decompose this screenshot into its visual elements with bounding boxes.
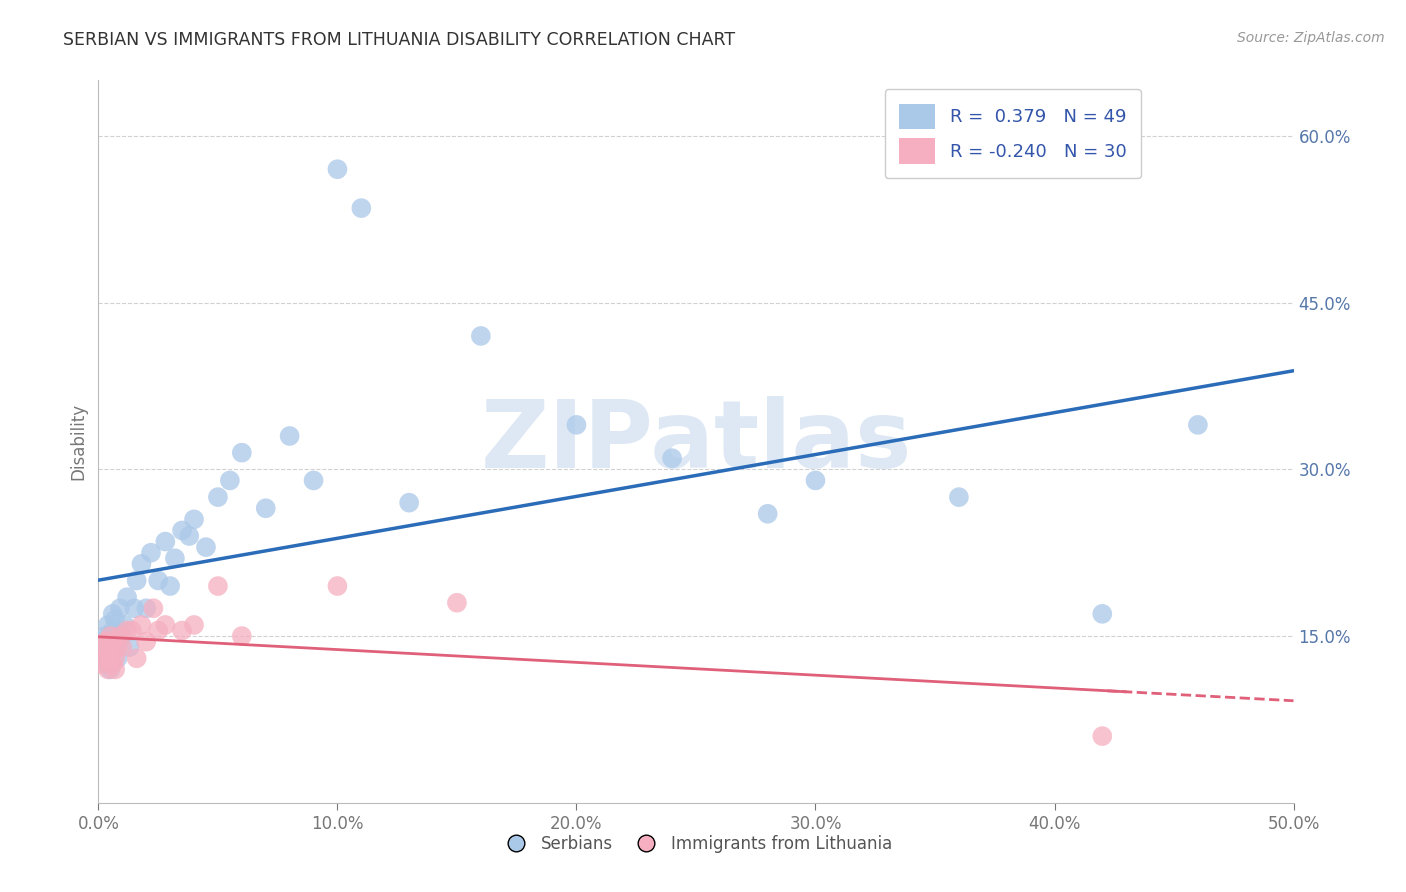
Point [91, 651, 114, 665]
Point [125, 651, 148, 665]
Point [470, 329, 492, 343]
Point [94, 651, 117, 665]
Point [278, 429, 301, 443]
Point [115, 624, 138, 638]
Point [661, 451, 683, 466]
Point [756, 507, 779, 521]
Text: SERBIAN VS IMMIGRANTS FROM LITHUANIA DISABILITY CORRELATION CHART: SERBIAN VS IMMIGRANTS FROM LITHUANIA DIS… [63, 31, 735, 49]
Point [135, 634, 157, 648]
Point [1091, 729, 1114, 743]
Point [104, 651, 127, 665]
Legend: Serbians, Immigrants from Lithuania: Serbians, Immigrants from Lithuania [492, 828, 900, 860]
Point [326, 162, 349, 177]
Point [104, 662, 127, 676]
Point [101, 634, 124, 648]
Point [207, 490, 229, 504]
Point [804, 474, 827, 488]
Point [231, 445, 253, 459]
Point [163, 551, 186, 566]
Point [148, 574, 170, 588]
Point [115, 590, 138, 604]
Y-axis label: Disability: Disability [69, 403, 87, 480]
Point [107, 624, 129, 638]
Point [207, 579, 229, 593]
Point [219, 474, 242, 488]
Point [948, 490, 970, 504]
Point [155, 534, 177, 549]
Point [183, 618, 205, 632]
Point [90, 657, 112, 671]
Point [101, 657, 124, 671]
Point [107, 651, 129, 665]
Point [91, 640, 114, 655]
Point [1091, 607, 1114, 621]
Point [94, 634, 117, 648]
Point [121, 624, 143, 638]
Point [90, 634, 112, 648]
Point [98, 629, 122, 643]
Point [172, 524, 194, 538]
Point [195, 540, 218, 554]
Point [94, 629, 117, 643]
Point [131, 618, 153, 632]
Point [94, 657, 117, 671]
Point [183, 512, 205, 526]
Point [101, 607, 124, 621]
Point [108, 629, 131, 643]
Text: ZIPatlas: ZIPatlas [481, 395, 911, 488]
Point [97, 662, 120, 676]
Point [114, 618, 136, 632]
Point [104, 612, 127, 626]
Point [302, 474, 325, 488]
Point [159, 579, 181, 593]
Point [142, 601, 165, 615]
Point [179, 529, 201, 543]
Point [148, 624, 170, 638]
Point [1187, 417, 1209, 432]
Point [108, 601, 131, 615]
Point [97, 646, 120, 660]
Point [326, 579, 349, 593]
Point [101, 624, 124, 638]
Point [104, 640, 127, 655]
Point [97, 618, 120, 632]
Point [350, 201, 373, 215]
Point [139, 546, 162, 560]
Point [446, 596, 468, 610]
Point [135, 601, 157, 615]
Point [131, 557, 153, 571]
Point [118, 640, 141, 655]
Point [111, 629, 134, 643]
Point [125, 574, 148, 588]
Text: Source: ZipAtlas.com: Source: ZipAtlas.com [1237, 31, 1385, 45]
Point [98, 651, 122, 665]
Point [231, 629, 253, 643]
Point [155, 618, 177, 632]
Point [107, 640, 129, 655]
Point [97, 634, 120, 648]
Point [254, 501, 277, 516]
Point [172, 624, 194, 638]
Point [565, 417, 588, 432]
Point [398, 496, 420, 510]
Point [98, 646, 122, 660]
Point [98, 662, 122, 676]
Point [111, 640, 134, 655]
Point [124, 601, 146, 615]
